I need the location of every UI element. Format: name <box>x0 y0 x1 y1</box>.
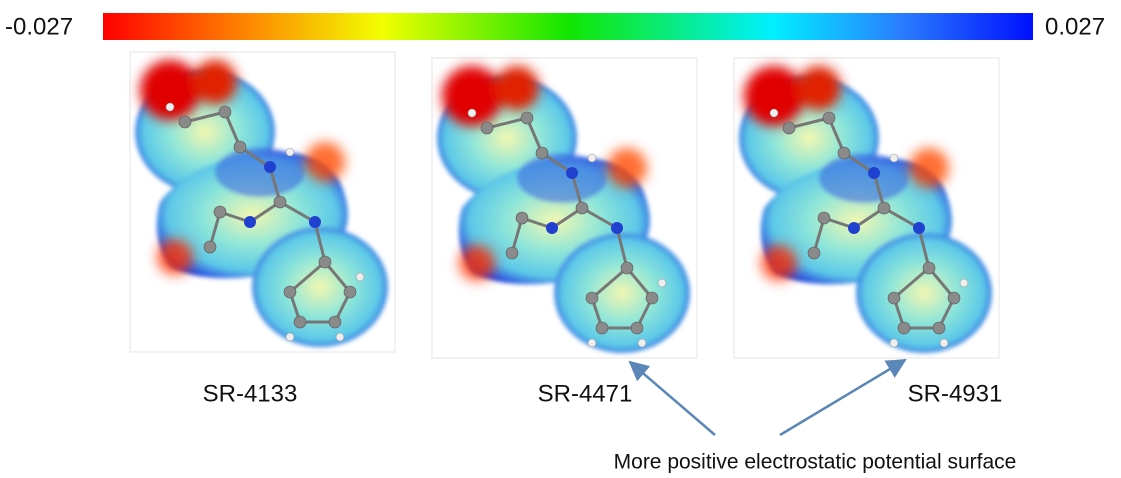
molecule-label: SR-4471 <box>538 380 633 407</box>
molecule-image <box>432 58 697 358</box>
arrow <box>630 362 715 435</box>
arrow <box>780 360 905 435</box>
molecule-label: SR-4133 <box>203 380 298 407</box>
molecule-image <box>734 58 999 358</box>
molecule-image <box>130 52 395 352</box>
annotation: More positive electrostatic potential su… <box>614 451 1017 474</box>
colorbar-min: -0.027 <box>5 13 73 40</box>
figure: -0.027 0.027 SR-4133 SR-4471 SR-4931 Mor… <box>0 0 1121 478</box>
colorbar-max: 0.027 <box>1045 13 1105 40</box>
molecule-label: SR-4931 <box>908 380 1003 407</box>
colorbar <box>103 13 1033 40</box>
